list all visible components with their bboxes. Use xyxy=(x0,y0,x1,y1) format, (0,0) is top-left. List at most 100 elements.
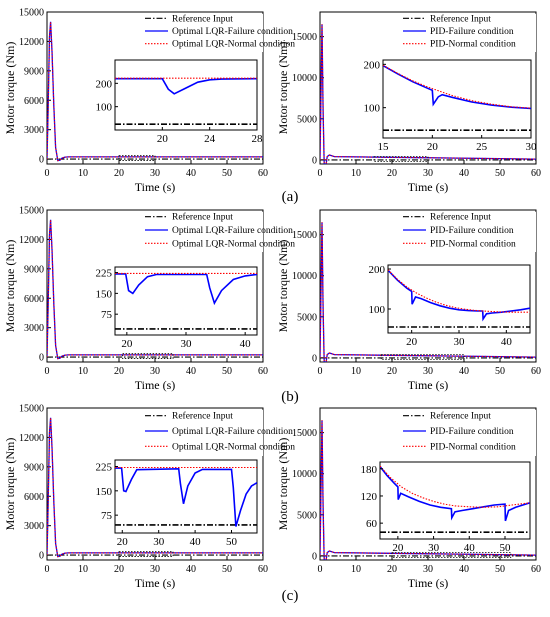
x-tick-label: 0 xyxy=(45,168,50,179)
inset-y-tick-label: 100 xyxy=(369,304,386,316)
inset-y-tick-label: 75 xyxy=(101,309,113,321)
inset-x-tick-label: 28 xyxy=(252,133,264,145)
x-tick-label: 30 xyxy=(423,564,433,575)
inset-y-tick-label: 60 xyxy=(366,518,378,530)
inset-y-tick-label: 120 xyxy=(361,491,378,503)
x-tick-label: 20 xyxy=(114,168,124,179)
x-tick-label: 10 xyxy=(78,168,88,179)
legend-background xyxy=(400,212,536,252)
inset-series-group xyxy=(115,272,257,330)
chart-panel-6: 0 10 20 30 40 50 60 0 5000 10000 15000 Time (s) Moto… xyxy=(276,407,541,590)
legend-label-2: Optimal LQR-Failure condition xyxy=(172,226,293,236)
x-tick-label: 50 xyxy=(222,366,232,377)
zoom-region-box xyxy=(391,552,512,558)
x-tick-label: 40 xyxy=(186,564,196,575)
series-line-3 xyxy=(320,24,536,164)
inset-chart: 20 30 40 50 75 150 225 xyxy=(96,459,258,548)
x-tick-label: 20 xyxy=(114,564,124,575)
inset-series-group xyxy=(115,466,257,527)
y-tick-label: 15000 xyxy=(19,404,44,415)
zoom-region-box xyxy=(118,551,174,557)
y-axis-title: Motor torque (Nm) xyxy=(276,240,290,333)
y-tick-label: 15000 xyxy=(292,428,317,439)
chart-panel-1: 0 10 20 30 40 50 60 0 3000 6000 9000 12000 15000 Time… xyxy=(3,8,295,195)
inset-frame xyxy=(379,461,531,540)
legend-label-3: PID-Normal condition xyxy=(430,40,516,50)
inset-y-tick-label: 200 xyxy=(96,78,113,90)
x-tick-label: 10 xyxy=(78,366,88,377)
x-tick-label: 50 xyxy=(222,564,232,575)
inset-y-tick-label: 150 xyxy=(96,288,113,300)
inset-series-line-2 xyxy=(115,273,257,306)
inset-x-tick-label: 20 xyxy=(157,133,169,145)
inset-x-tick-label: 30 xyxy=(454,336,466,348)
y-tick-label: 6000 xyxy=(24,96,44,107)
x-tick-label: 0 xyxy=(45,564,50,575)
x-tick-label: 40 xyxy=(186,366,196,377)
series-line-3 xyxy=(320,222,536,362)
y-tick-label: 3000 xyxy=(24,521,44,532)
inset-x-tick-label: 20 xyxy=(121,338,133,350)
inset-series-group xyxy=(115,77,257,125)
y-tick-label: 5000 xyxy=(297,312,317,323)
legend-background xyxy=(142,410,263,456)
legend-background xyxy=(400,14,536,52)
inset-frame xyxy=(387,264,531,334)
series-group xyxy=(47,417,263,558)
y-tick-label: 0 xyxy=(39,155,44,166)
legend-background xyxy=(400,410,536,456)
inset-x-tick-label: 20 xyxy=(427,141,439,153)
inset-series-line-2 xyxy=(380,466,530,522)
x-tick-label: 10 xyxy=(351,564,361,575)
inset-series-line-2 xyxy=(388,269,530,322)
x-tick-label: 20 xyxy=(387,564,397,575)
inset-y-tick-label: 100 xyxy=(364,103,381,115)
x-tick-label: 20 xyxy=(387,366,397,377)
inset-series-line-2 xyxy=(115,77,257,95)
x-tick-label: 60 xyxy=(258,366,268,377)
legend-label-2: PID-Failure condition xyxy=(430,27,514,37)
legend-label-2: PID-Failure condition xyxy=(430,226,514,236)
series-group xyxy=(47,219,263,360)
inset-x-tick-label: 40 xyxy=(464,542,476,554)
inset-x-tick-label: 20 xyxy=(392,542,404,554)
legend-label-3: Optimal LQR-Normal condition xyxy=(172,40,295,50)
inset-series-line-3 xyxy=(388,269,530,313)
legend-background xyxy=(142,212,263,252)
inset-series-line-3 xyxy=(383,64,531,109)
y-tick-label: 15000 xyxy=(19,8,44,19)
y-tick-label: 6000 xyxy=(24,492,44,503)
x-axis-title: Time (s) xyxy=(135,180,176,194)
x-tick-label: 30 xyxy=(150,366,160,377)
panel-label: (a) xyxy=(282,189,299,205)
inset-chart: 20 30 40 50 60 120 180 xyxy=(361,461,531,554)
x-tick-label: 10 xyxy=(351,366,361,377)
inset-series-line-2 xyxy=(115,467,257,527)
panel-label: (b) xyxy=(281,389,299,405)
y-tick-label: 0 xyxy=(312,155,317,166)
legend-label-1: Reference Input xyxy=(172,13,233,24)
inset-frame xyxy=(114,59,258,131)
inset-y-tick-label: 100 xyxy=(96,102,113,114)
inset-series-line-3 xyxy=(380,465,530,508)
x-tick-label: 0 xyxy=(318,168,323,179)
inset-y-tick-label: 150 xyxy=(96,486,113,498)
chart-panel-3: 0 10 20 30 40 50 60 0 3000 6000 9000 12000 15000 Time… xyxy=(3,206,295,393)
inset-x-tick-label: 40 xyxy=(240,338,252,350)
inset-frame xyxy=(114,266,258,336)
x-tick-label: 40 xyxy=(459,168,469,179)
x-axis-title: Time (s) xyxy=(135,378,176,392)
x-tick-label: 10 xyxy=(78,564,88,575)
inset-y-tick-label: 180 xyxy=(361,464,378,476)
inset-series-line-2 xyxy=(383,64,531,110)
inset-x-tick-label: 50 xyxy=(226,536,238,548)
x-tick-label: 60 xyxy=(258,168,268,179)
inset-x-tick-label: 25 xyxy=(476,141,488,153)
x-tick-label: 30 xyxy=(423,168,433,179)
x-tick-label: 50 xyxy=(495,168,505,179)
x-tick-label: 40 xyxy=(459,366,469,377)
y-tick-label: 12000 xyxy=(19,433,44,444)
y-tick-label: 10000 xyxy=(292,73,317,84)
y-tick-label: 15000 xyxy=(292,32,317,43)
